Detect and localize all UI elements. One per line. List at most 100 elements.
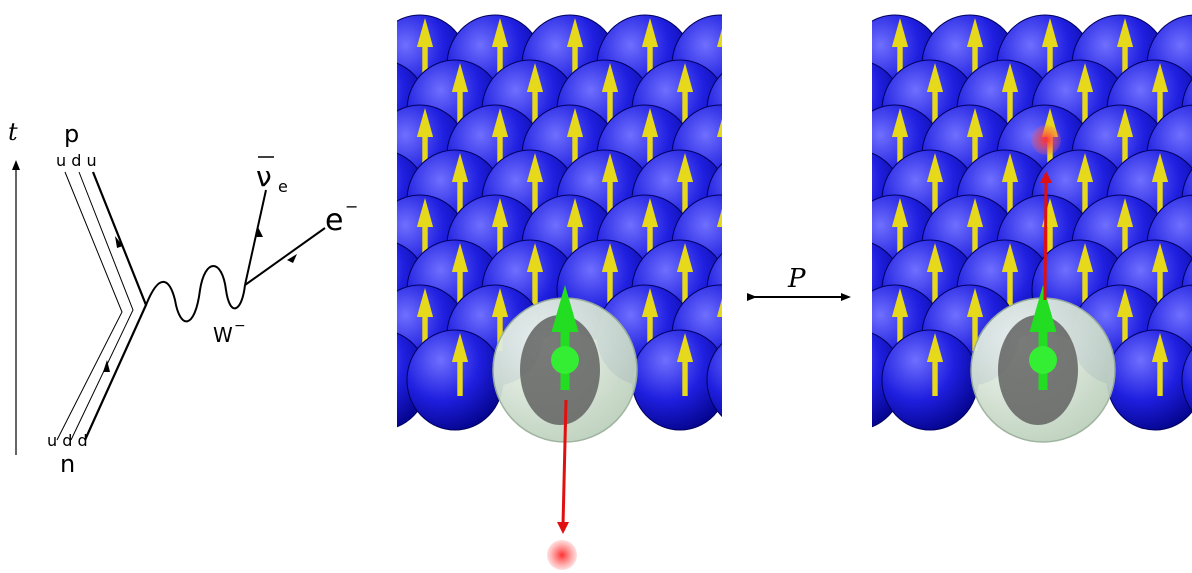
- track-head: [557, 522, 569, 534]
- spin-shaft: [757, 180, 762, 216]
- spin-head: [817, 108, 833, 137]
- spin-shaft: [347, 225, 352, 261]
- atom: [772, 195, 868, 295]
- atom: [407, 330, 503, 430]
- spin-shaft: [532, 270, 537, 306]
- lattice-original: [297, 15, 878, 442]
- electron-label: e: [325, 203, 343, 238]
- electron-track: [1045, 180, 1046, 300]
- spin-head: [377, 243, 393, 272]
- spin-shaft: [682, 360, 687, 396]
- operator-label: P: [787, 264, 806, 294]
- spin-shaft: [832, 360, 837, 396]
- quark-line: [85, 172, 146, 440]
- spin-shaft: [722, 315, 727, 351]
- atom: [747, 285, 843, 385]
- arrowheads: [103, 227, 297, 372]
- spin-shaft: [857, 270, 862, 306]
- spin-head: [377, 63, 393, 92]
- atom: [772, 285, 868, 385]
- spin-shaft: [857, 180, 862, 216]
- spin-shaft: [382, 180, 387, 216]
- spin-head: [817, 198, 833, 227]
- spin-shaft: [822, 315, 827, 351]
- spin-head: [852, 63, 868, 92]
- spin-shaft: [822, 225, 827, 261]
- spin-head: [827, 63, 843, 92]
- spin-shaft: [822, 135, 827, 171]
- spin-head: [342, 18, 358, 47]
- spin-head: [827, 243, 843, 272]
- spin-shaft: [797, 315, 802, 351]
- boson-charge: −: [234, 318, 246, 334]
- antineutrino-label: ν: [256, 160, 272, 193]
- spin-head: [752, 243, 768, 272]
- spin-head: [752, 153, 768, 182]
- spin-shaft: [757, 270, 762, 306]
- spin-head: [342, 108, 358, 137]
- atom: [782, 60, 878, 160]
- w-boson: [146, 266, 245, 321]
- spin-shaft: [722, 225, 727, 261]
- spin-shaft: [822, 45, 827, 81]
- spin-shaft: [1157, 360, 1162, 396]
- spin-head: [827, 333, 843, 362]
- proton-label: p: [64, 120, 79, 148]
- atom: [882, 330, 978, 430]
- lattice-mirrored: [772, 15, 1192, 442]
- spin-shaft: [382, 90, 387, 126]
- figure: t p u d u u d d n W − ν e e − P: [0, 0, 1192, 573]
- spin-shaft: [347, 315, 352, 351]
- spin-shaft: [382, 360, 387, 396]
- spin-head: [817, 288, 833, 317]
- spin-shaft: [832, 90, 837, 126]
- nucleon: [1029, 346, 1057, 374]
- nucleon: [551, 346, 579, 374]
- neutron-quarks: u d d: [47, 431, 88, 450]
- spin-head: [752, 333, 768, 362]
- spin-shaft: [347, 135, 352, 171]
- spin-head: [817, 18, 833, 47]
- electron: [547, 540, 577, 570]
- spin-shaft: [797, 135, 802, 171]
- atom: [297, 285, 393, 385]
- atom: [782, 330, 878, 430]
- spin-shaft: [932, 360, 937, 396]
- spin-shaft: [797, 225, 802, 261]
- spin-head: [792, 198, 808, 227]
- spin-head: [377, 333, 393, 362]
- spin-head: [827, 153, 843, 182]
- spin-head: [852, 333, 868, 362]
- spin-head: [852, 243, 868, 272]
- quark-line: [57, 172, 122, 440]
- atom: [782, 150, 878, 250]
- spin-shaft: [797, 45, 802, 81]
- spin-head: [852, 153, 868, 182]
- atom: [747, 15, 843, 115]
- atom: [772, 105, 868, 205]
- spin-shaft: [722, 135, 727, 171]
- neutron-label: n: [60, 450, 75, 478]
- spin-shaft: [857, 360, 862, 396]
- atom: [707, 330, 803, 430]
- antineutrino-line: [245, 190, 266, 285]
- atom: [297, 105, 393, 205]
- proton-quarks: u d u: [56, 151, 97, 170]
- spin-shaft: [757, 90, 762, 126]
- electron: [1031, 125, 1061, 155]
- boson-label: W: [213, 323, 233, 347]
- spin-head: [792, 18, 808, 47]
- spin-shaft: [722, 45, 727, 81]
- spin-shaft: [857, 90, 862, 126]
- spin-shaft: [347, 45, 352, 81]
- electron-charge: −: [345, 197, 358, 216]
- atom: [297, 15, 393, 115]
- feynman-diagram: [16, 157, 325, 455]
- spin-shaft: [457, 360, 462, 396]
- atom: [747, 105, 843, 205]
- spin-shaft: [1007, 270, 1012, 306]
- spin-head: [792, 108, 808, 137]
- spin-shaft: [757, 360, 762, 396]
- spin-head: [752, 63, 768, 92]
- antineutrino-subscript: e: [278, 177, 288, 196]
